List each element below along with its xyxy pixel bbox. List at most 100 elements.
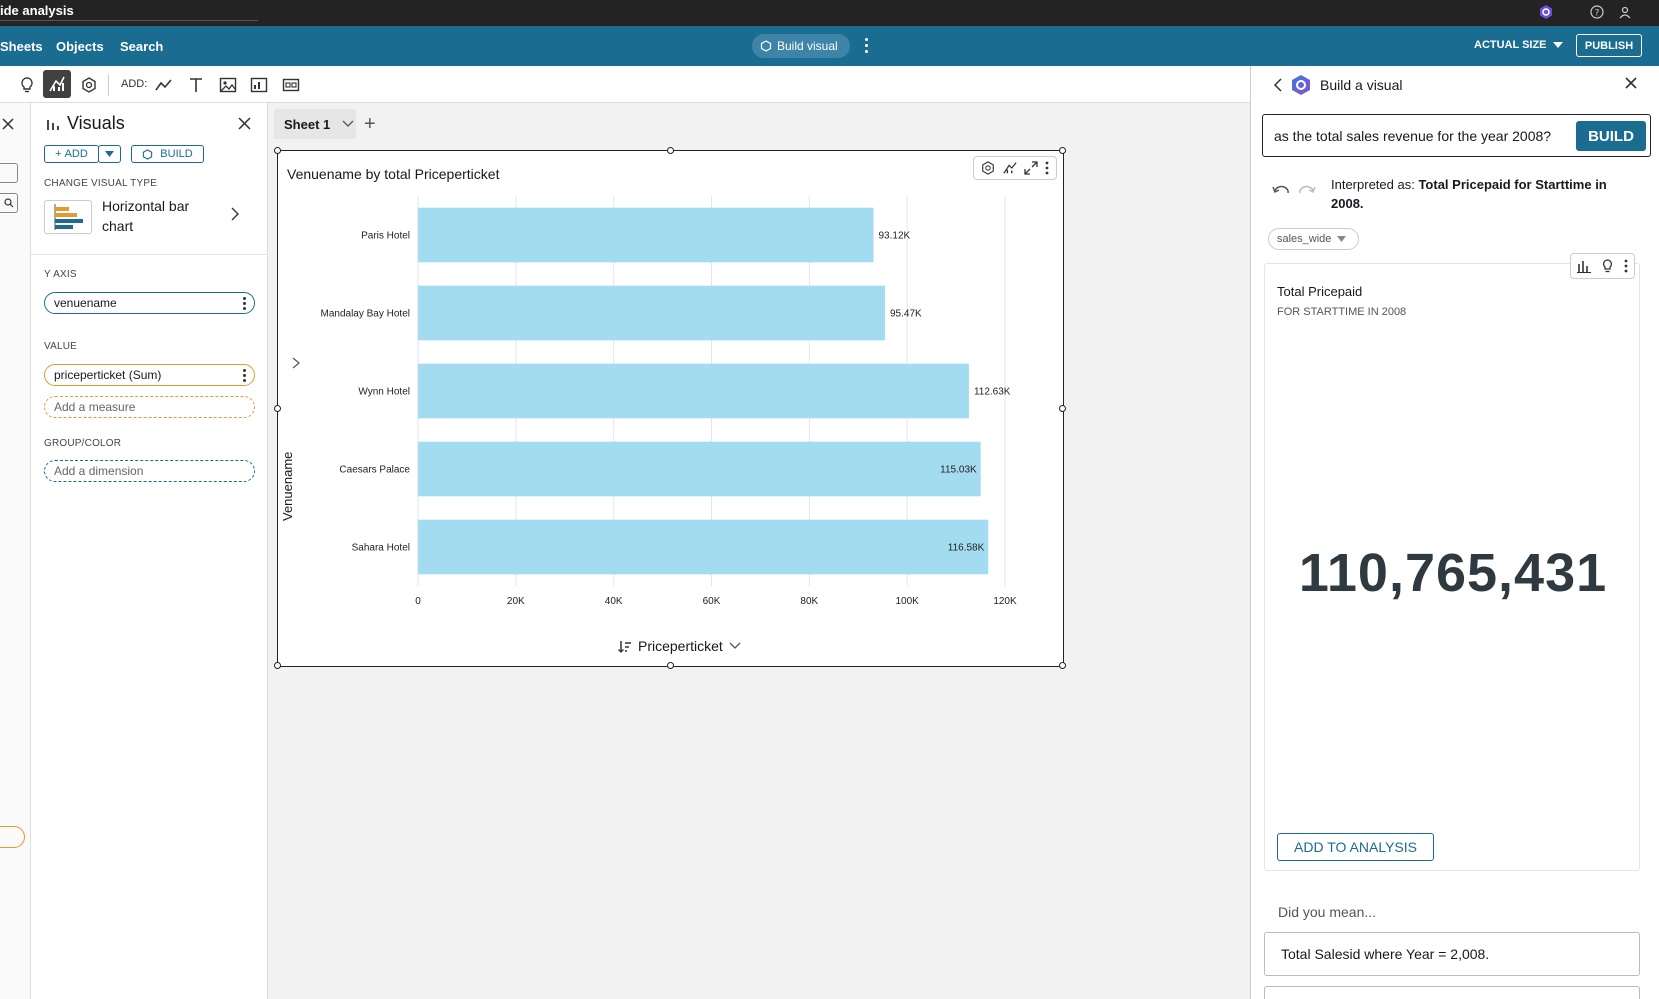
tab-sheet-1[interactable]: Sheet 1	[274, 109, 356, 139]
group-color-label: GROUP/COLOR	[44, 438, 122, 449]
nav-sheets[interactable]: Sheets	[0, 39, 43, 54]
x-tick-label: 0	[415, 596, 421, 607]
zoom-dropdown[interactable]: ACTUAL SIZE	[1474, 39, 1563, 51]
q-icon[interactable]	[981, 161, 995, 175]
x-axis-title[interactable]: Priceperticket	[618, 638, 741, 654]
field-menu-icon[interactable]	[243, 369, 246, 382]
resize-handle[interactable]	[1059, 405, 1066, 412]
suggestion-item-partial[interactable]	[1264, 986, 1640, 999]
value-field-well[interactable]: priceperticket (Sum)	[44, 364, 255, 386]
bar	[418, 441, 981, 497]
add-image-icon[interactable]	[217, 74, 239, 96]
redo-icon[interactable]	[1298, 184, 1316, 202]
top-nav: Sheets Objects Search Build visual ACTUA…	[0, 26, 1659, 66]
x-tick-label: 40K	[605, 596, 623, 607]
q-logo-icon	[1292, 75, 1310, 95]
build-visual-button[interactable]: Build visual	[752, 34, 850, 58]
change-visual-type-label: CHANGE VISUAL TYPE	[44, 178, 158, 189]
add-line-icon[interactable]	[153, 74, 175, 96]
build-button[interactable]: BUILD	[131, 145, 204, 163]
data-label: 115.03K	[940, 465, 977, 476]
more-options-icon[interactable]	[1624, 259, 1628, 273]
q-logo-icon[interactable]	[1537, 3, 1555, 21]
add-visual-dropdown[interactable]	[98, 145, 121, 163]
nav-objects[interactable]: Objects	[56, 39, 104, 54]
q-tool-icon[interactable]	[78, 74, 100, 96]
did-you-mean-label: Did you mean...	[1278, 904, 1377, 920]
user-icon[interactable]	[1616, 3, 1634, 21]
expand-icon[interactable]	[1024, 161, 1038, 175]
resize-handle[interactable]	[667, 662, 674, 669]
y-axis-title[interactable]: Venuename	[280, 401, 295, 521]
y-category-label: Sahara Hotel	[352, 543, 410, 554]
sort-icon[interactable]	[618, 640, 632, 653]
x-tick-label: 80K	[800, 596, 818, 607]
x-tick-label: 20K	[507, 596, 525, 607]
help-icon[interactable]: ?	[1588, 3, 1606, 21]
interpreted-text: Total Pricepaid for Starttime in 2008.	[1331, 177, 1607, 211]
field-menu-icon[interactable]	[243, 297, 246, 310]
resize-handle[interactable]	[274, 405, 281, 412]
chevron-down-icon[interactable]	[729, 642, 741, 650]
visuals-tool-icon[interactable]	[43, 70, 71, 98]
publish-button[interactable]: PUBLISH	[1576, 34, 1642, 57]
sheet-tab-label: Sheet 1	[284, 116, 331, 132]
window-titlebar: ide analysis ?	[0, 0, 1659, 26]
visual-type-name: Horizontal bar chart	[102, 198, 190, 234]
add-embed-icon[interactable]	[280, 74, 302, 96]
chevron-right-icon[interactable]	[231, 207, 239, 226]
resize-handle[interactable]	[274, 662, 281, 669]
close-icon[interactable]	[2, 117, 14, 135]
add-sheet-icon[interactable]: +	[364, 113, 376, 135]
kpi-subtitle: FOR STARTTIME IN 2008	[1277, 306, 1407, 318]
svg-text:?: ?	[1595, 9, 1600, 19]
dataset-selector[interactable]: sales_wide	[1268, 228, 1359, 250]
add-text-icon[interactable]	[185, 74, 207, 96]
search-icon[interactable]	[0, 193, 18, 213]
caret-down-icon	[1552, 42, 1563, 48]
horizontal-bar-chart-thumbnail[interactable]	[44, 200, 92, 234]
x-tick-label: 120K	[993, 596, 1017, 607]
y-axis-field-well[interactable]: venuename	[44, 292, 255, 314]
x-tick-label: 60K	[703, 596, 721, 607]
caret-down-icon	[105, 151, 114, 157]
dropdown-stub[interactable]	[0, 163, 18, 183]
resize-handle[interactable]	[667, 147, 674, 154]
add-measure-well[interactable]: Add a measure	[44, 396, 255, 418]
resize-handle[interactable]	[1059, 147, 1066, 154]
q-build-button[interactable]: BUILD	[1576, 121, 1646, 151]
expand-axis-chevron-icon[interactable]	[292, 356, 301, 374]
value-label: VALUE	[44, 341, 78, 352]
y-category-label: Wynn Hotel	[358, 387, 410, 398]
insight-bulb-icon[interactable]	[1602, 259, 1613, 273]
kpi-visual-card[interactable]: Total Pricepaid FOR STARTTIME IN 2008 11…	[1264, 253, 1640, 871]
close-q-panel-icon[interactable]	[1625, 76, 1637, 94]
add-to-analysis-button[interactable]: ADD TO ANALYSIS	[1277, 833, 1434, 861]
field-pill-stub[interactable]	[0, 826, 25, 848]
more-options-icon[interactable]	[1045, 161, 1049, 175]
undo-icon[interactable]	[1272, 184, 1290, 202]
visual-card[interactable]: Venuename by total Priceperticket 0 20K 40…	[274, 147, 1066, 669]
kpi-visual-menu	[1570, 253, 1635, 279]
resize-handle[interactable]	[274, 147, 281, 154]
suggestion-item[interactable]: Total Salesid where Year = 2,008.	[1264, 932, 1640, 976]
more-options-icon[interactable]	[860, 35, 872, 55]
close-visuals-icon[interactable]	[238, 117, 251, 135]
resize-handle[interactable]	[1059, 662, 1066, 669]
add-dimension-well[interactable]: Add a dimension	[44, 460, 255, 482]
q-question-input[interactable]: as the total sales revenue for the year …	[1262, 114, 1651, 157]
add-visual-button[interactable]: + ADD	[44, 145, 99, 163]
q-panel-title: Build a visual	[1320, 77, 1403, 93]
back-chevron-icon[interactable]	[1273, 78, 1282, 92]
nav-search[interactable]: Search	[120, 39, 164, 54]
insights-icon[interactable]	[16, 74, 38, 96]
bar	[418, 285, 886, 341]
dataset-name: sales_wide	[1277, 233, 1332, 245]
visual-type-icon[interactable]	[1576, 260, 1591, 273]
add-chart-icon[interactable]	[248, 74, 270, 96]
build-label: BUILD	[160, 148, 193, 160]
visuals-title: Visuals	[67, 113, 125, 133]
visual-type-icon[interactable]	[1002, 161, 1018, 175]
chevron-down-icon[interactable]	[342, 120, 354, 128]
toolbar: ADD:	[0, 66, 1250, 103]
